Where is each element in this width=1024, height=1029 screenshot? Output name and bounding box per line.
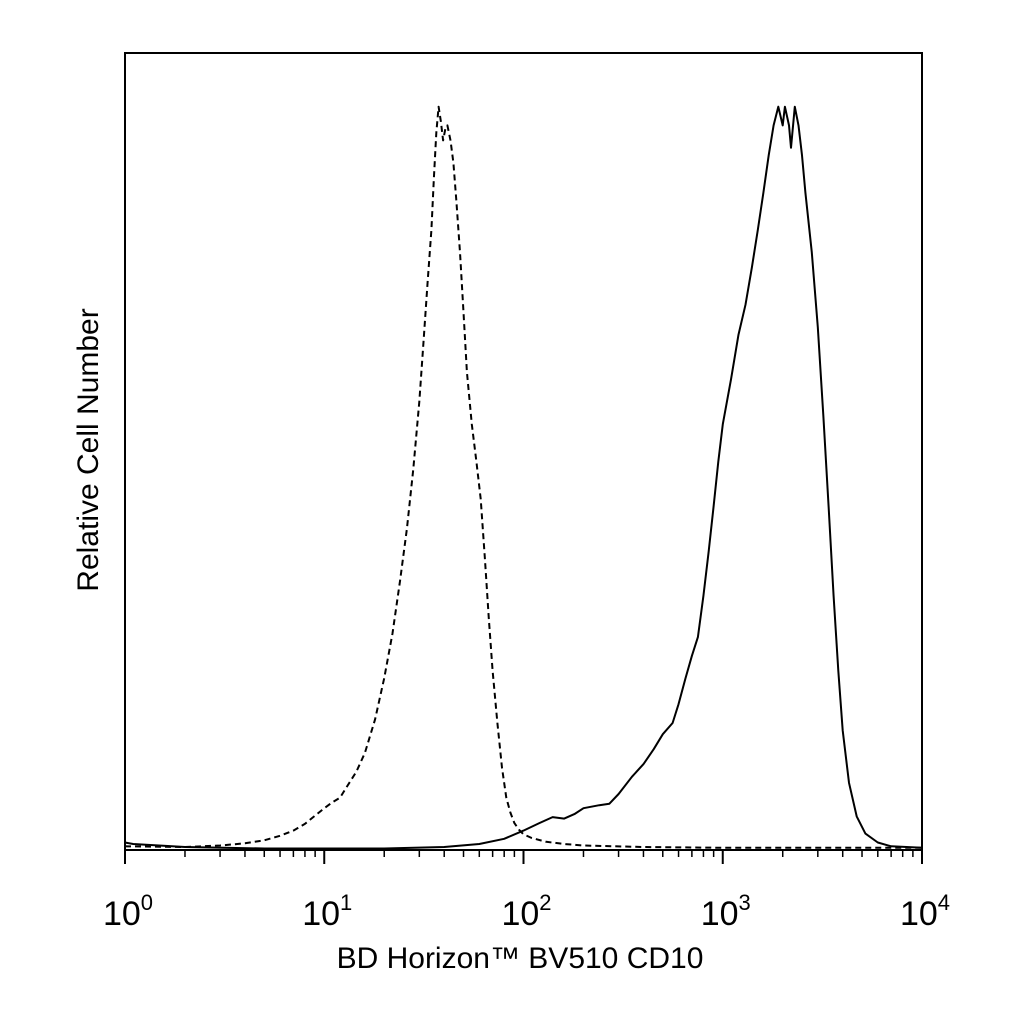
x-axis-label: BD Horizon™ BV510 CD10 bbox=[337, 942, 704, 975]
dashed-histogram-line bbox=[124, 105, 922, 849]
x-tick-label: 101 bbox=[302, 890, 352, 933]
x-tick-label: 100 bbox=[103, 890, 153, 933]
plot-frame bbox=[124, 52, 923, 851]
x-tick-label: 103 bbox=[701, 890, 751, 933]
solid-histogram-line bbox=[124, 105, 923, 850]
x-tick-label: 104 bbox=[900, 890, 950, 933]
y-axis-label: Relative Cell Number bbox=[72, 308, 105, 591]
series-layer bbox=[124, 105, 923, 850]
x-axis-ticks: 100 101 102 103 104 bbox=[103, 850, 950, 933]
x-tick-label: 102 bbox=[501, 890, 551, 933]
